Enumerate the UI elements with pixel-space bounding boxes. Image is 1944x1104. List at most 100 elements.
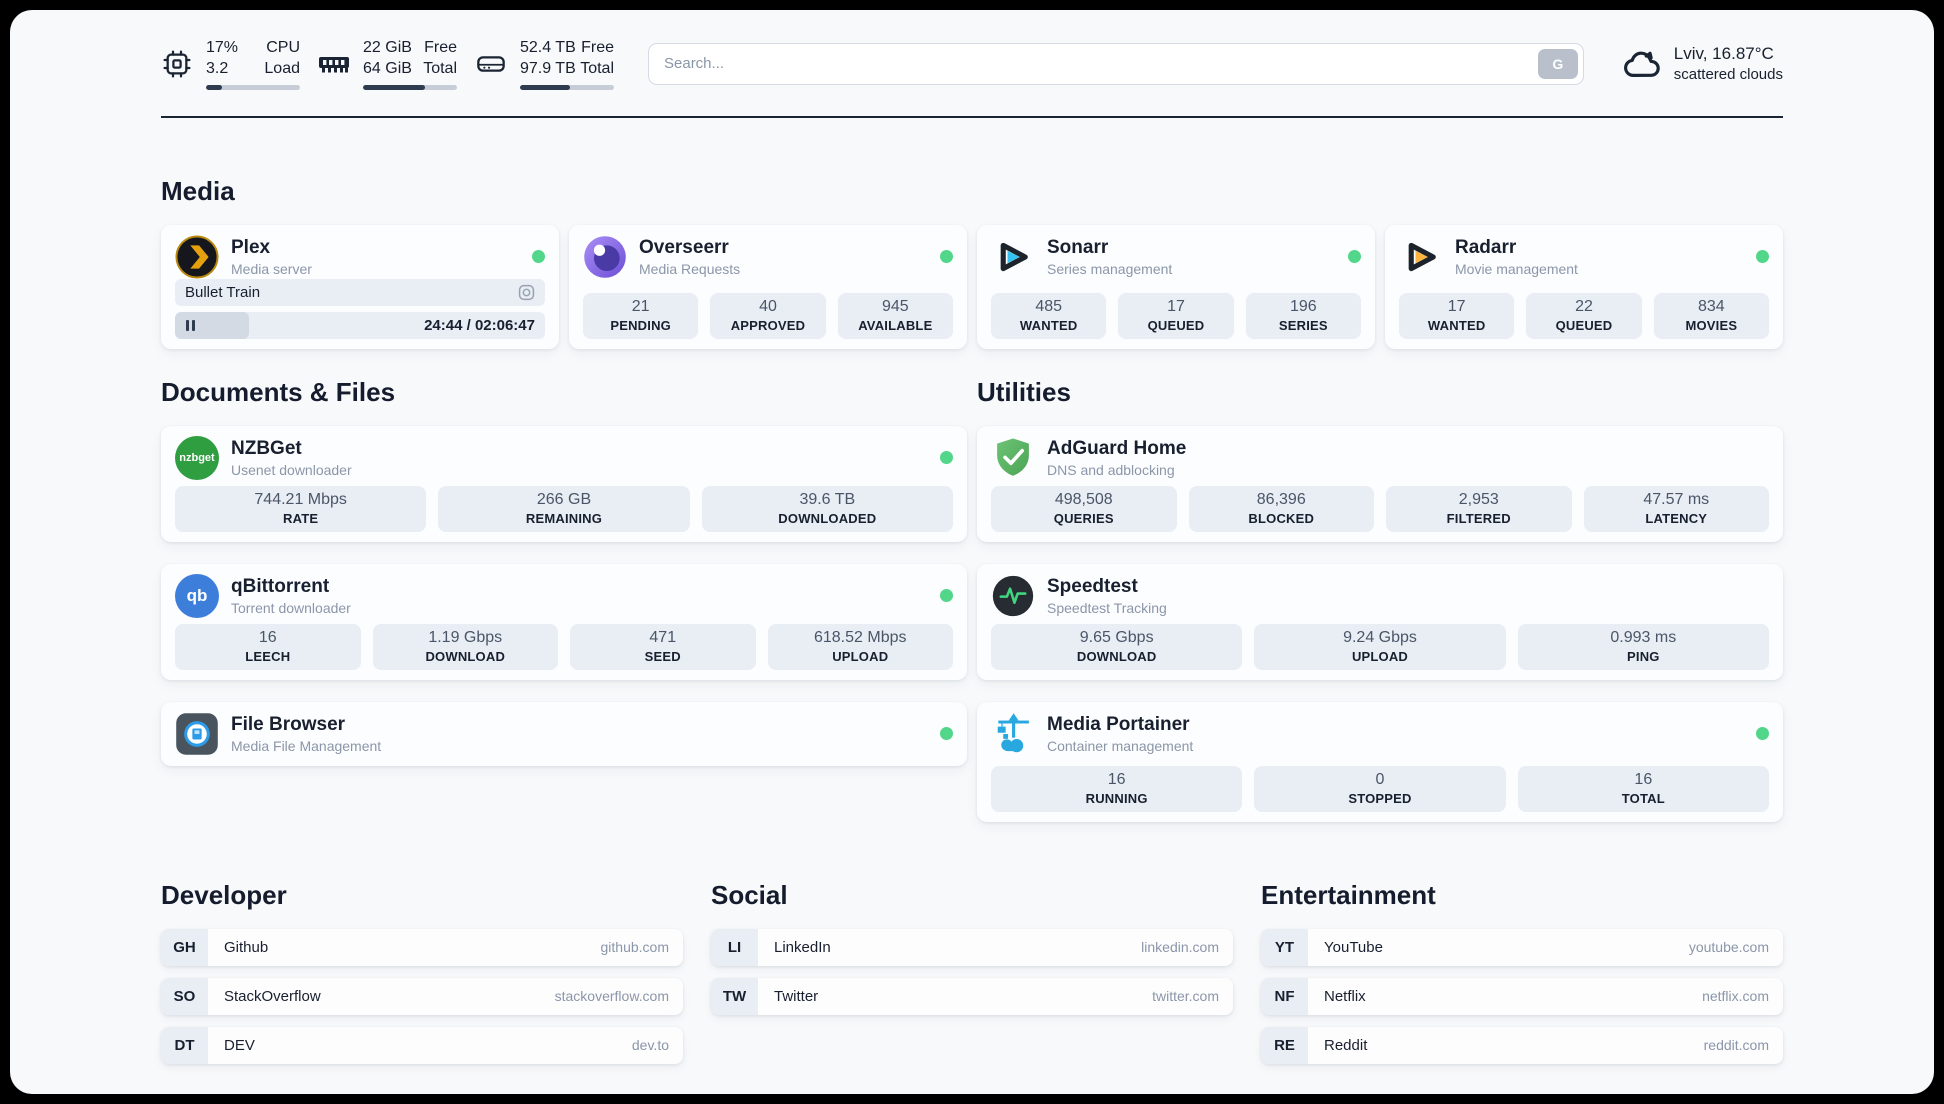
stat-value: 16 bbox=[1107, 771, 1126, 789]
stat-value: 21 bbox=[631, 298, 650, 316]
storage-free-value: 52.4 TB bbox=[520, 39, 576, 56]
app-title: NZBGet bbox=[231, 437, 302, 459]
stat-value: 47.57 ms bbox=[1643, 491, 1710, 509]
app-card-plex[interactable]: Plex Media server Bullet Train 24:44 / 0… bbox=[161, 224, 559, 349]
bookmark-linkedin[interactable]: LI LinkedIn linkedin.com bbox=[711, 928, 1233, 966]
memory-icon bbox=[319, 56, 349, 73]
app-card-overseerr[interactable]: Overseerr Media Requests 21 PENDING 40 A… bbox=[569, 224, 967, 349]
stat-value: 266 GB bbox=[536, 491, 592, 509]
app-card-file-browser[interactable]: File Browser Media File Management bbox=[161, 701, 967, 766]
stat-value: 17 bbox=[1167, 298, 1185, 316]
bookmark-abbr: DT bbox=[161, 1026, 208, 1064]
status-online-dot bbox=[1348, 250, 1361, 264]
bookmark-abbr: NF bbox=[1261, 977, 1308, 1015]
section-title-developer: Developer bbox=[161, 879, 287, 910]
bookmark-name: Github bbox=[224, 938, 269, 956]
bookmark-domain: github.com bbox=[600, 939, 669, 956]
bookmark-domain: netflix.com bbox=[1702, 988, 1769, 1005]
app-description: Series management bbox=[1047, 260, 1173, 277]
stat-value: 22 bbox=[1575, 298, 1593, 316]
cloud-icon bbox=[1623, 51, 1660, 77]
stat-label: APPROVED bbox=[730, 318, 806, 334]
stat-box: 86,396 BLOCKED bbox=[1188, 485, 1374, 532]
status-online-dot bbox=[1756, 250, 1769, 264]
cpu-icon bbox=[163, 50, 191, 78]
playback-time: 24:44 / 02:06:47 bbox=[424, 316, 535, 334]
bookmark-twitter[interactable]: TW Twitter twitter.com bbox=[711, 977, 1233, 1015]
file-browser-icon bbox=[176, 712, 218, 755]
app-card-radarr[interactable]: Radarr Movie management 17 WANTED 22 QUE… bbox=[1385, 224, 1783, 349]
app-card-speedtest[interactable]: Speedtest Speedtest Tracking 9.65 Gbps D… bbox=[977, 563, 1783, 680]
stat-label: PING bbox=[1627, 649, 1660, 665]
bookmark-github[interactable]: GH Github github.com bbox=[161, 928, 683, 966]
bookmark-name: Reddit bbox=[1324, 1036, 1368, 1054]
memory-stat: 22 GiB 64 GiB Free Total bbox=[318, 38, 457, 90]
stat-value: 498,508 bbox=[1054, 491, 1113, 509]
stat-label: QUEUED bbox=[1555, 318, 1613, 334]
stat-box: 16 LEECH bbox=[175, 623, 361, 670]
bookmark-name: YouTube bbox=[1324, 938, 1383, 956]
app-card-portainer[interactable]: Media Portainer Container management 16 … bbox=[977, 701, 1783, 822]
bookmark-stackoverflow[interactable]: SO StackOverflow stackoverflow.com bbox=[161, 977, 683, 1015]
app-title: Sonarr bbox=[1047, 236, 1109, 258]
memory-free-label: Free bbox=[424, 39, 457, 56]
stat-label: BLOCKED bbox=[1248, 511, 1315, 527]
bookmark-youtube[interactable]: YT YouTube youtube.com bbox=[1261, 928, 1783, 966]
storage-stat: 52.4 TB 97.9 TB Free Total bbox=[475, 38, 614, 90]
header: 17% 3.2 CPU Load bbox=[161, 10, 1783, 90]
search-input[interactable] bbox=[648, 42, 1584, 85]
stat-value: 16 bbox=[1634, 771, 1653, 789]
bookmark-domain: youtube.com bbox=[1688, 939, 1769, 956]
stat-value: 86,396 bbox=[1256, 491, 1306, 509]
app-description: Speedtest Tracking bbox=[1047, 599, 1167, 616]
status-online-dot bbox=[1756, 727, 1769, 741]
stat-label: PENDING bbox=[610, 318, 671, 334]
bookmark-reddit[interactable]: RE Reddit reddit.com bbox=[1261, 1026, 1783, 1064]
stat-label: REMAINING bbox=[525, 511, 603, 527]
stat-box: 16 RUNNING bbox=[991, 765, 1243, 812]
storage-total-value: 97.9 TB bbox=[520, 59, 576, 77]
stat-value: 0.993 ms bbox=[1610, 629, 1677, 647]
stat-label: RATE bbox=[283, 511, 319, 527]
status-online-dot bbox=[532, 250, 545, 264]
storage-icon bbox=[477, 55, 505, 72]
stat-label: MOVIES bbox=[1685, 318, 1738, 334]
app-card-nzbget[interactable]: nzbget NZBGet Usenet downloader 744.21 M… bbox=[161, 425, 967, 542]
stat-value: 1.19 Gbps bbox=[428, 629, 503, 647]
now-playing-title: Bullet Train bbox=[185, 283, 261, 301]
section-title-entertainment: Entertainment bbox=[1261, 879, 1436, 910]
app-card-qbittorrent[interactable]: qb qBittorrent Torrent downloader 16 bbox=[161, 563, 967, 680]
stat-label: SERIES bbox=[1278, 318, 1328, 334]
app-title: AdGuard Home bbox=[1047, 437, 1187, 459]
search-engine-button[interactable]: G bbox=[1537, 48, 1578, 79]
stat-value: 0 bbox=[1375, 771, 1385, 789]
app-description: Movie management bbox=[1455, 260, 1578, 277]
stat-value: 485 bbox=[1035, 298, 1063, 316]
app-card-sonarr[interactable]: Sonarr Series management 485 WANTED 17 Q… bbox=[977, 224, 1375, 349]
app-title: qBittorrent bbox=[231, 575, 330, 597]
stat-value: 945 bbox=[881, 298, 909, 316]
stat-label: FILTERED bbox=[1446, 511, 1511, 527]
app-description: Usenet downloader bbox=[231, 461, 352, 478]
section-title-social: Social bbox=[711, 879, 788, 910]
storage-total-label: Total bbox=[580, 59, 614, 77]
section-title-utilities: Utilities bbox=[977, 376, 1071, 407]
stat-label: DOWNLOAD bbox=[425, 649, 506, 665]
plex-icon bbox=[175, 235, 219, 279]
stat-label: WANTED bbox=[1427, 318, 1486, 334]
bookmark-abbr: GH bbox=[161, 928, 208, 966]
cpu-load-value: 3.2 bbox=[206, 59, 229, 77]
bookmark-name: LinkedIn bbox=[774, 938, 831, 956]
session-info-icon[interactable] bbox=[518, 284, 535, 301]
bookmark-dev[interactable]: DT DEV dev.to bbox=[161, 1026, 683, 1064]
app-description: Media File Management bbox=[231, 737, 382, 754]
playback-progress-bar[interactable]: 24:44 / 02:06:47 bbox=[175, 311, 545, 339]
qbittorrent-icon: qb bbox=[175, 573, 219, 618]
stat-label: AVAILABLE bbox=[858, 318, 933, 334]
stat-box: 39.6 TB DOWNLOADED bbox=[701, 485, 953, 532]
memory-free-value: 22 GiB bbox=[363, 39, 412, 56]
app-card-adguard[interactable]: AdGuard Home DNS and adblocking 498,508 … bbox=[977, 425, 1783, 542]
stat-value: 9.24 Gbps bbox=[1343, 629, 1417, 647]
pause-icon bbox=[186, 319, 195, 331]
bookmark-netflix[interactable]: NF Netflix netflix.com bbox=[1261, 977, 1783, 1015]
